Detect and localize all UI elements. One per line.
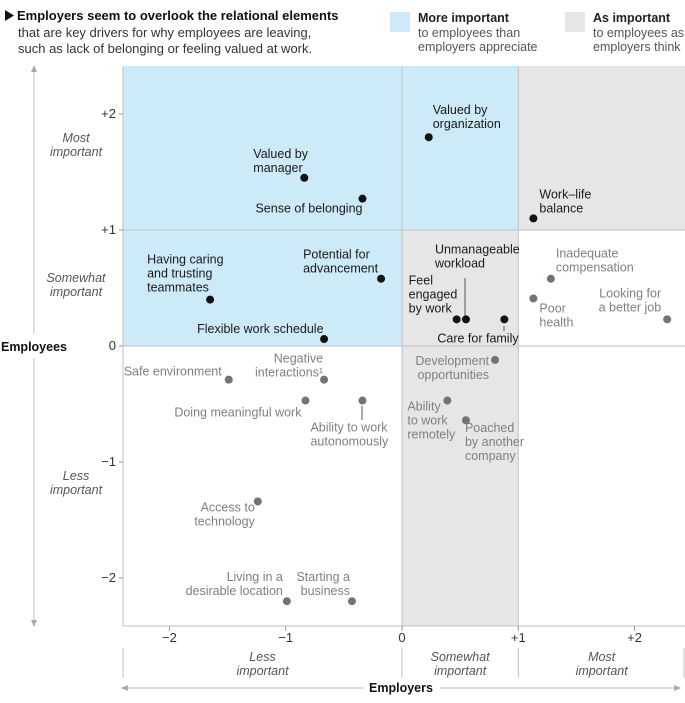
y-axis-arrow-down-icon: [31, 620, 37, 627]
point-label: Inadequate compensation: [556, 247, 634, 275]
point-label: Feel engaged by work: [409, 273, 458, 315]
x-axis-title: Employers: [369, 681, 433, 695]
x-axis-arrow-right-icon: [674, 685, 681, 691]
x-tick-label: +2: [627, 630, 642, 645]
point-label: Development opportunities: [415, 354, 489, 382]
point-label: Flexible work schedule: [197, 322, 323, 336]
data-point: [300, 173, 309, 182]
point-label: Poached by another company: [465, 421, 524, 463]
data-point: [358, 194, 367, 203]
legend-as-important-line-1: to employees as: [593, 26, 685, 40]
data-point: [443, 396, 452, 405]
data-point: [301, 396, 310, 405]
point-label: Ability to work remotely: [407, 400, 456, 442]
y-tick-label: −2: [101, 570, 116, 585]
x-category-label: Less important: [236, 650, 289, 678]
data-point: [424, 133, 433, 142]
data-point: [320, 335, 329, 344]
region-as-important-center: [402, 230, 519, 346]
data-point: [461, 315, 470, 324]
data-point: [546, 274, 555, 283]
point-label: Sense of belonging: [255, 202, 362, 216]
data-point: [529, 294, 538, 303]
x-tick-label: +1: [511, 630, 526, 645]
x-tick-label: −1: [278, 630, 293, 645]
point-label: Unmanageable workload: [434, 242, 520, 270]
point-label: Negative interactions¹: [255, 352, 323, 380]
chart-title: Employers seem to overlook the relationa…: [17, 8, 339, 23]
legend-as-important-line-2: employers think: [593, 40, 681, 54]
data-point: [500, 315, 509, 324]
y-tick-label: +1: [101, 222, 116, 237]
y-tick-label: 0: [109, 338, 116, 353]
data-point: [253, 497, 262, 506]
legend-swatch-as-important: [565, 12, 585, 32]
legend-more-important-title: More important: [418, 11, 509, 25]
data-point: [663, 315, 672, 324]
point-label: Poor health: [539, 301, 573, 329]
triangle-bullet-icon: [5, 10, 14, 21]
y-category-label: Somewhat important: [46, 271, 106, 299]
y-axis-arrow-up-icon: [31, 65, 37, 72]
y-axis-title: Employees: [1, 340, 67, 354]
legend-more-important-line-1: to employees than: [418, 26, 521, 40]
x-tick-label: −2: [162, 630, 177, 645]
region-as-important-top-right: [518, 66, 685, 230]
y-tick-label: +2: [101, 106, 116, 121]
region-more-important-top: [402, 66, 519, 230]
x-category-label: Somewhat important: [431, 650, 491, 678]
data-point: [452, 315, 461, 324]
point-label: Ability to work autonomously: [310, 421, 389, 449]
legend-swatch-more-important: [390, 12, 410, 32]
legend-more-important-line-2: employers appreciate: [418, 40, 538, 54]
region-more-important-left: [123, 66, 402, 346]
legend-as-important-title: As important: [593, 11, 671, 25]
chart-subtitle-line-1: that are key drivers for why employees a…: [18, 25, 312, 40]
point-label: Starting a business: [296, 570, 350, 598]
data-point: [224, 375, 233, 384]
point-label: Potential for advancement: [303, 248, 379, 276]
data-point: [377, 274, 386, 283]
data-point: [491, 355, 500, 364]
point-label: Care for family: [437, 331, 519, 345]
point-label: Living in a desirable location: [186, 570, 283, 598]
chart-subtitle-line-2: such as lack of belonging or feeling val…: [18, 41, 313, 56]
data-point: [358, 396, 367, 405]
x-axis-arrow-left-icon: [121, 685, 128, 691]
point-label: Valued by organization: [433, 103, 501, 131]
point-label: Access to technology: [194, 500, 255, 528]
point-label: Doing meaningful work: [174, 406, 302, 420]
point-label: Work–life balance: [539, 187, 591, 215]
point-label: Looking for a better job: [599, 286, 662, 314]
data-point: [282, 597, 291, 606]
point-label: Valued by manager: [253, 147, 308, 175]
y-tick-label: −1: [101, 454, 116, 469]
x-category-label: Most important: [576, 650, 629, 678]
data-point: [529, 214, 538, 223]
data-point: [461, 416, 470, 425]
y-category-label: Less important: [50, 469, 103, 497]
data-point: [206, 295, 215, 304]
data-point: [320, 375, 329, 384]
point-label: Safe environment: [124, 365, 223, 379]
region-as-important-bottom: [402, 346, 519, 626]
point-label: Having caring and trusting teammates: [147, 253, 223, 295]
y-category-label: Most important: [50, 131, 103, 159]
x-tick-label: 0: [398, 630, 405, 645]
data-point: [347, 597, 356, 606]
